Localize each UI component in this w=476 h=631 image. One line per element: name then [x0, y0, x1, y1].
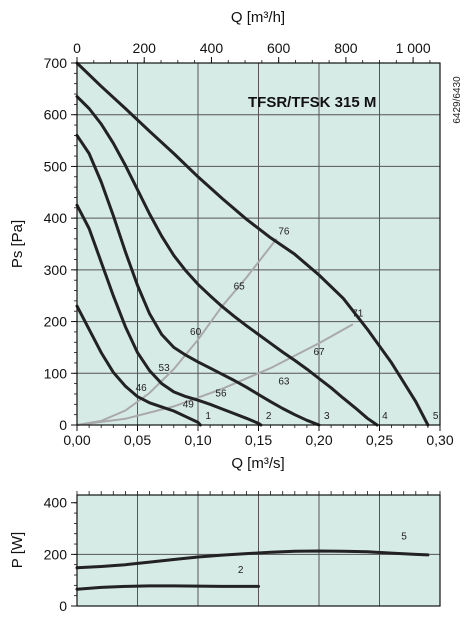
power-y-axis-label: P [W]: [9, 532, 26, 568]
y-tick-label: 500: [44, 158, 68, 174]
efficiency-label: 49: [183, 399, 195, 410]
y-tick-label: 0: [59, 417, 67, 433]
fan-curve-label-1: 1: [205, 411, 211, 422]
power-curve-label-5: 5: [401, 531, 407, 542]
fan-curve-4: [75, 95, 379, 427]
power-ticks: 0 200 400: [44, 491, 441, 614]
y-axis-label: Ps [Pa]: [9, 220, 26, 268]
x-tick-label: 0,30: [426, 432, 453, 448]
fan-curve-label-5: 5: [433, 411, 439, 422]
x2-tick-label: 1 000: [396, 40, 431, 56]
x-axis-label: Q [m³/s]: [231, 455, 284, 472]
efficiency-label: 63: [278, 377, 290, 388]
power-y-tick-label: 400: [44, 495, 68, 511]
y-tick-label: 700: [44, 55, 68, 71]
efficiency-label: 76: [278, 227, 290, 238]
efficiency-label: 46: [136, 383, 148, 394]
x2-tick-label: 200: [133, 40, 157, 56]
main-ticks: 0,00 0,05 0,10 0,15 0,20 0,25 0,300 200 400 600 80…: [44, 40, 454, 448]
x-tick-label: 0,15: [245, 432, 272, 448]
y-tick-label: 600: [44, 107, 68, 123]
x2-tick-label: 0: [73, 40, 81, 56]
x-tick-label: 0,05: [124, 432, 151, 448]
efficiency-line-76: [76, 238, 278, 426]
y-tick-label: 100: [44, 365, 68, 381]
efficiency-label: 71: [352, 308, 364, 319]
fan-curve-label-3: 3: [324, 411, 330, 422]
x-tick-label: 0,10: [184, 432, 211, 448]
x2-tick-label: 800: [334, 40, 358, 56]
efficiency-label: 67: [313, 347, 325, 358]
efficiency-label: 53: [159, 363, 171, 374]
main-efficiency-labels: 76 71 65 67 60 63 53 56 46 49: [136, 227, 364, 411]
efficiency-line-71: [76, 323, 354, 426]
power-y-tick-label: 200: [44, 546, 68, 562]
document-code: 6429/6430: [452, 76, 463, 124]
main-plot-frame: [76, 62, 441, 426]
fan-curve-5: [75, 61, 430, 427]
y-tick-label: 300: [44, 262, 68, 278]
main-grid: [77, 63, 440, 425]
y-tick-label: 400: [44, 210, 68, 226]
fan-curve-1: [75, 304, 202, 427]
main-curve-labels: 1 2 3 4 5: [205, 411, 438, 422]
fan-curve-3: [75, 133, 321, 427]
power-plot-frame: [76, 494, 441, 607]
power-curve-labels: 25: [238, 531, 407, 576]
power-curve-2: [75, 584, 260, 591]
power-curve-5: [75, 549, 430, 570]
main-curves: [75, 61, 430, 427]
efficiency-label: 65: [234, 282, 246, 293]
main-chart: 1 2 3 4 5 76 71 65 67 60 63 53 56 46 49 0,00 0,05 0,10 0…: [9, 9, 463, 472]
fan-curve-label-2: 2: [266, 411, 272, 422]
x2-tick-label: 400: [200, 40, 224, 56]
chart-title: TFSR/TFSK 315 M: [248, 94, 376, 111]
power-y-tick-label: 0: [59, 598, 67, 614]
fan-curve-label-4: 4: [382, 411, 388, 422]
x-tick-label: 0,00: [63, 432, 90, 448]
y-tick-label: 200: [44, 314, 68, 330]
efficiency-label: 60: [190, 327, 202, 338]
x-tick-label: 0,25: [366, 432, 393, 448]
efficiency-label: 56: [215, 389, 227, 400]
power-curves: [75, 549, 430, 591]
x-tick-label: 0,20: [305, 432, 332, 448]
fan-curve-2: [75, 203, 263, 427]
x2-axis-label: Q [m³/h]: [231, 9, 285, 26]
x2-tick-label: 600: [267, 40, 291, 56]
power-curve-label-2: 2: [238, 565, 244, 576]
main-efficiency-lines: [76, 238, 354, 426]
